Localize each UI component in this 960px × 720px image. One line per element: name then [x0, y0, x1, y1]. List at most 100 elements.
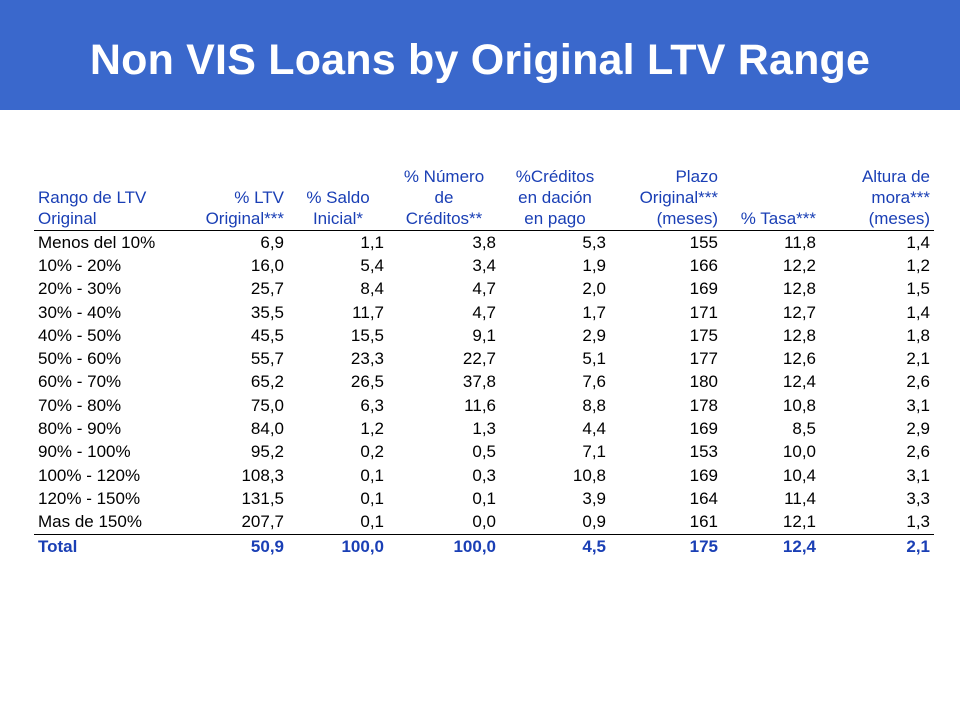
table-body: Menos del 10% 6,9 1,1 3,8 5,3 155 11,8 1,4 10% -… [34, 231, 934, 559]
value-cell: 9,1 [472, 325, 496, 345]
table-row: 10% - 20% 16,0 5,4 3,4 1,9 166 12,2 1,2 [34, 254, 934, 277]
column-header-line: (meses) [656, 209, 718, 228]
value-cell: 6,3 [360, 395, 384, 415]
value-cell: 12,8 [782, 279, 816, 299]
value-cell: 11,7 [352, 302, 384, 322]
value-cell: 175 [610, 533, 722, 559]
value-cell: 100,0 [288, 533, 388, 559]
column-header-2: % Saldo Inicial* [288, 166, 388, 231]
value-cell: 2,1 [906, 349, 930, 369]
value-cell: 10,0 [782, 442, 816, 462]
value-cell: 1,2 [360, 419, 384, 439]
column-header-line: de [434, 188, 454, 207]
table-row: 90% - 100% 95,2 0,2 0,5 7,1 153 10,0 2,6 [34, 441, 934, 464]
value-cell: 7,1 [582, 442, 606, 462]
ltv-range-cell: 90% - 100% [38, 442, 131, 462]
value-cell: 23,3 [350, 349, 384, 369]
value-cell: 3,1 [906, 395, 930, 415]
value-cell: 164 [689, 488, 718, 508]
column-header-line: Altura de [861, 167, 930, 186]
value-cell: 50,9 [194, 533, 288, 559]
table-row: 100% - 120% 108,3 0,1 0,3 10,8 169 10,4 3,1 [34, 464, 934, 487]
value-cell: 75,0 [250, 395, 284, 415]
value-cell: 11,4 [784, 488, 816, 508]
value-cell: 2,1 [820, 533, 934, 559]
column-header-line: mora*** [871, 188, 930, 207]
column-header-line: Rango de LTV [38, 188, 147, 207]
value-cell: 0,9 [582, 512, 606, 532]
column-header-line: Original*** [639, 188, 718, 207]
value-cell: 2,6 [906, 442, 930, 462]
value-cell: 0,1 [360, 465, 384, 485]
value-cell: 3,3 [906, 488, 930, 508]
value-cell: 4,5 [500, 533, 610, 559]
column-header-line: %Créditos [515, 167, 595, 186]
value-cell: 10,8 [572, 465, 606, 485]
table-row: 30% - 40% 35,5 11,7 4,7 1,7 171 12,7 1,4 [34, 301, 934, 324]
value-cell: 166 [689, 255, 718, 275]
column-header-line: % Tasa*** [740, 209, 816, 228]
value-cell: 1,5 [906, 279, 930, 299]
ltv-range-cell: Mas de 150% [38, 512, 142, 532]
table-row: Mas de 150% 207,7 0,1 0,0 0,9 161 12,1 1,3 [34, 511, 934, 535]
value-cell: 16,0 [250, 255, 284, 275]
ltv-range-cell: 60% - 70% [38, 372, 122, 392]
value-cell: 178 [689, 395, 718, 415]
table-row: 20% - 30% 25,7 8,4 4,7 2,0 169 12,8 1,5 [34, 278, 934, 301]
value-cell: 169 [689, 279, 718, 299]
ltv-range-cell: 100% - 120% [38, 465, 141, 485]
value-cell: 15,5 [350, 325, 384, 345]
value-cell: 1,4 [906, 232, 930, 252]
table-row: 60% - 70% 65,2 26,5 37,8 7,6 180 12,4 2,6 [34, 371, 934, 394]
column-header-line: en pago [524, 209, 586, 228]
value-cell: 95,2 [250, 442, 284, 462]
value-cell: 131,5 [241, 488, 284, 508]
value-cell: 11,6 [464, 395, 496, 415]
value-cell: 0,1 [360, 512, 384, 532]
value-cell: 2,6 [906, 372, 930, 392]
column-header-4: %Créditos en dación en pago [500, 166, 610, 231]
column-header-line: Inicial* [312, 209, 364, 228]
page-title: Non VIS Loans by Original LTV Range [89, 35, 871, 84]
value-cell: 0,0 [472, 512, 496, 532]
ltv-table-container: Rango de LTV Original % LTV Original*** % Sa… [34, 166, 934, 559]
value-cell: 207,7 [241, 512, 284, 532]
value-cell: 26,5 [350, 372, 384, 392]
value-cell: 10,8 [782, 395, 816, 415]
value-cell: 12,6 [782, 349, 816, 369]
value-cell: 12,4 [782, 372, 816, 392]
value-cell: 12,2 [782, 255, 816, 275]
value-cell: 4,4 [582, 419, 606, 439]
value-cell: 84,0 [250, 419, 284, 439]
column-header-6: % Tasa*** [722, 166, 820, 231]
value-cell: 1,3 [472, 419, 496, 439]
column-header-line: % LTV [234, 188, 284, 207]
value-cell: 1,8 [906, 325, 930, 345]
value-cell: 3,8 [472, 232, 496, 252]
value-cell: 2,9 [582, 325, 606, 345]
value-cell: 175 [689, 325, 718, 345]
table-row: 70% - 80% 75,0 6,3 11,6 8,8 178 10,8 3,1 [34, 394, 934, 417]
ltv-range-cell: 120% - 150% [38, 488, 141, 508]
value-cell: 5,3 [582, 232, 606, 252]
value-cell: 3,1 [906, 465, 930, 485]
column-header-line: en dación [518, 188, 592, 207]
title-bar: Non VIS Loans by Original LTV Range [0, 0, 960, 110]
ltv-range-cell: 70% - 80% [38, 395, 122, 415]
column-header-5: Plazo Original*** (meses) [610, 166, 722, 231]
column-header-0: Rango de LTV Original [34, 166, 194, 231]
ltv-range-cell: 30% - 40% [38, 302, 122, 322]
value-cell: 5,1 [582, 349, 606, 369]
value-cell: 108,3 [241, 465, 284, 485]
value-cell: 65,2 [250, 372, 284, 392]
table-row: 120% - 150% 131,5 0,1 0,1 3,9 164 11,4 3,3 [34, 487, 934, 510]
column-header-line: Original [38, 209, 97, 228]
ltv-table: Rango de LTV Original % LTV Original*** % Sa… [34, 166, 934, 559]
value-cell: 169 [689, 465, 718, 485]
value-cell: 169 [689, 419, 718, 439]
table-header-row: Rango de LTV Original % LTV Original*** % Sa… [34, 166, 934, 231]
value-cell: 1,4 [906, 302, 930, 322]
value-cell: 8,4 [360, 279, 384, 299]
ltv-range-cell: 50% - 60% [38, 349, 122, 369]
value-cell: 37,8 [462, 372, 496, 392]
